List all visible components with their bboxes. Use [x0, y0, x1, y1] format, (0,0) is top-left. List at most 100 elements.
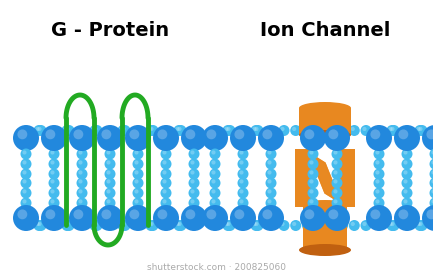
- Circle shape: [45, 209, 55, 219]
- Circle shape: [104, 158, 116, 169]
- Circle shape: [162, 189, 167, 193]
- Ellipse shape: [299, 102, 351, 114]
- Circle shape: [125, 125, 151, 151]
- Circle shape: [210, 188, 220, 199]
- Circle shape: [48, 169, 59, 179]
- Circle shape: [158, 209, 167, 219]
- Circle shape: [101, 129, 111, 139]
- Circle shape: [230, 125, 256, 151]
- Circle shape: [78, 179, 83, 184]
- Circle shape: [158, 129, 167, 139]
- Circle shape: [339, 127, 343, 131]
- Circle shape: [337, 220, 348, 231]
- Circle shape: [223, 125, 233, 136]
- Circle shape: [351, 127, 355, 131]
- Circle shape: [430, 148, 433, 160]
- Circle shape: [309, 179, 313, 184]
- Circle shape: [188, 188, 200, 199]
- Circle shape: [239, 179, 243, 184]
- Circle shape: [175, 222, 180, 226]
- Circle shape: [97, 205, 123, 231]
- Circle shape: [191, 170, 194, 174]
- Circle shape: [398, 129, 408, 139]
- Circle shape: [178, 127, 181, 131]
- Circle shape: [394, 205, 420, 231]
- Circle shape: [191, 189, 194, 193]
- Circle shape: [107, 199, 110, 204]
- Circle shape: [211, 189, 216, 193]
- Circle shape: [48, 148, 59, 160]
- Circle shape: [161, 178, 171, 188]
- Circle shape: [333, 150, 338, 155]
- Circle shape: [175, 220, 187, 231]
- Circle shape: [45, 129, 55, 139]
- Circle shape: [237, 148, 249, 160]
- Circle shape: [175, 127, 180, 131]
- Circle shape: [401, 148, 413, 160]
- Circle shape: [120, 222, 123, 226]
- Circle shape: [427, 129, 433, 139]
- Circle shape: [265, 188, 277, 199]
- Circle shape: [161, 188, 171, 199]
- Circle shape: [332, 158, 343, 169]
- Circle shape: [20, 148, 32, 160]
- Circle shape: [430, 169, 433, 179]
- Circle shape: [239, 170, 243, 174]
- Circle shape: [64, 220, 74, 231]
- Circle shape: [120, 220, 130, 231]
- Circle shape: [304, 129, 314, 139]
- Circle shape: [324, 125, 350, 151]
- Circle shape: [210, 148, 220, 160]
- Circle shape: [333, 160, 338, 165]
- Circle shape: [401, 197, 413, 209]
- Circle shape: [307, 158, 319, 169]
- Circle shape: [391, 222, 394, 226]
- Circle shape: [125, 205, 151, 231]
- Circle shape: [50, 160, 55, 165]
- Circle shape: [332, 178, 343, 188]
- Circle shape: [207, 209, 216, 219]
- Circle shape: [91, 125, 103, 136]
- Circle shape: [430, 178, 433, 188]
- Circle shape: [178, 222, 181, 226]
- Circle shape: [202, 125, 228, 151]
- Circle shape: [430, 158, 433, 169]
- Circle shape: [430, 197, 433, 209]
- Circle shape: [304, 127, 308, 131]
- Circle shape: [234, 209, 244, 219]
- Circle shape: [237, 197, 249, 209]
- Circle shape: [307, 188, 319, 199]
- Circle shape: [77, 188, 87, 199]
- Circle shape: [162, 150, 167, 155]
- Circle shape: [188, 148, 200, 160]
- Circle shape: [237, 188, 249, 199]
- Circle shape: [401, 188, 413, 199]
- Circle shape: [422, 205, 433, 231]
- Circle shape: [361, 125, 372, 136]
- Circle shape: [349, 125, 360, 136]
- Circle shape: [50, 199, 55, 204]
- Circle shape: [237, 169, 249, 179]
- Circle shape: [265, 158, 277, 169]
- Bar: [335, 149, 355, 207]
- Circle shape: [324, 205, 350, 231]
- Circle shape: [239, 199, 243, 204]
- Circle shape: [252, 127, 256, 131]
- Circle shape: [388, 222, 393, 226]
- Circle shape: [104, 148, 116, 160]
- Circle shape: [267, 179, 271, 184]
- Circle shape: [211, 179, 216, 184]
- Circle shape: [302, 220, 313, 231]
- Circle shape: [104, 169, 116, 179]
- Circle shape: [23, 160, 26, 165]
- Circle shape: [417, 220, 427, 231]
- Circle shape: [77, 169, 87, 179]
- Circle shape: [387, 220, 397, 231]
- Circle shape: [210, 178, 220, 188]
- Circle shape: [349, 220, 360, 231]
- Circle shape: [427, 209, 433, 219]
- Polygon shape: [309, 153, 341, 203]
- Circle shape: [422, 125, 433, 151]
- Circle shape: [267, 170, 271, 174]
- Circle shape: [129, 209, 139, 219]
